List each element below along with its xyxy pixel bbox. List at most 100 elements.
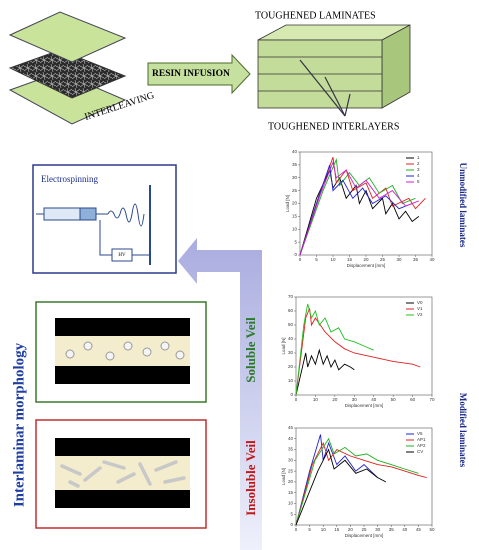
y-tick-label: 60	[288, 308, 294, 313]
y-tick-label: 25	[288, 468, 294, 473]
y-tick-label: 0	[290, 522, 293, 527]
unmodified-label: Unmodified laminates	[458, 163, 468, 248]
y-tick-label: 30	[288, 458, 294, 463]
x-tick-label: 20	[332, 397, 338, 402]
process-label: RESIN INFUSION	[152, 69, 230, 79]
x-tick-label: 40	[371, 397, 377, 402]
y-axis-label: Load [N]	[281, 468, 286, 485]
laminate-label: TOUGHENED LAMINATES	[255, 10, 376, 21]
insoluble-label: Insoluble Veil	[243, 440, 258, 516]
y-tick-label: 50	[288, 322, 294, 327]
x-tick-label: 10	[330, 257, 336, 262]
morphology-title: Interlaminar morphology	[11, 342, 27, 507]
y-tick-label: 10	[288, 378, 294, 383]
y-tick-label: 30	[292, 175, 298, 180]
legend-label: 2	[417, 161, 420, 166]
y-tick-label: 35	[288, 447, 294, 452]
legend-label: AP2	[417, 443, 426, 448]
data-line	[299, 164, 413, 256]
y-tick-label: 5	[294, 239, 297, 244]
legend-label: 1	[417, 155, 420, 160]
x-tick-label: 35	[413, 257, 419, 262]
x-tick-label: 30	[352, 397, 358, 402]
x-tick-label: 0	[295, 397, 298, 402]
legend-label: V1	[417, 306, 423, 311]
x-tick-label: 50	[391, 397, 397, 402]
data-line	[295, 448, 387, 526]
layup-sheets	[8, 11, 127, 125]
plot-frame	[295, 427, 433, 526]
x-tick-label: 30	[375, 527, 381, 532]
y-tick-label: 40	[288, 436, 294, 441]
y-tick-label: 20	[292, 201, 298, 206]
x-tick-label: 15	[334, 527, 340, 532]
legend-label: AP1	[417, 437, 426, 442]
data-line	[295, 434, 378, 526]
interlayer-label: TOUGHENED INTERLAYERS	[268, 121, 399, 132]
modified-label: Modified laminates	[458, 393, 468, 468]
x-tick-label: 40	[402, 527, 408, 532]
x-tick-label: 60	[410, 397, 416, 402]
data-line	[295, 348, 355, 396]
y-axis-label: Load [N]	[285, 195, 290, 212]
process-arrow	[147, 53, 251, 95]
y-tick-label: 10	[292, 226, 298, 231]
data-line	[295, 308, 421, 396]
x-tick-label: 20	[348, 527, 354, 532]
x-axis-label: Displacement [mm]	[347, 263, 386, 268]
legend-label: V5	[417, 431, 423, 436]
y-tick-label: 25	[292, 188, 298, 193]
data-line	[299, 160, 419, 256]
x-axis-label: Displacement [mm]	[345, 403, 384, 408]
legend-label: 3	[417, 167, 420, 172]
flow-arrow	[178, 238, 262, 550]
soluble-morphology	[35, 301, 207, 403]
y-tick-label: 20	[288, 479, 294, 484]
x-tick-label: 10	[321, 527, 327, 532]
y-tick-label: 30	[288, 350, 294, 355]
y-tick-label: 0	[290, 392, 293, 397]
y-tick-label: 40	[292, 149, 298, 154]
y-tick-label: 15	[292, 214, 298, 219]
x-tick-label: 0	[299, 257, 302, 262]
x-tick-label: 40	[429, 257, 435, 262]
electrospinning-setup	[36, 185, 151, 265]
y-tick-label: 70	[288, 294, 294, 299]
soluble-label: Soluble Veil	[243, 317, 258, 383]
x-tick-label: 0	[295, 527, 298, 532]
x-tick-label: 50	[429, 527, 435, 532]
x-tick-label: 5	[315, 257, 318, 262]
x-tick-label: 10	[313, 397, 319, 402]
data-line	[295, 303, 374, 396]
x-tick-label: 25	[380, 257, 386, 262]
y-tick-label: 40	[288, 336, 294, 341]
y-tick-label: 20	[288, 364, 294, 369]
y-tick-label: 35	[292, 162, 298, 167]
y-tick-label: 15	[288, 490, 294, 495]
legend-label: 5	[417, 179, 420, 184]
x-tick-label: 45	[416, 527, 422, 532]
electrospinning-title: Electrospinning	[41, 174, 98, 184]
x-tick-label: 30	[396, 257, 402, 262]
legend-label: CV	[417, 449, 423, 454]
y-tick-label: 10	[288, 501, 294, 506]
x-tick-label: 25	[361, 527, 367, 532]
interlayer-pointers	[299, 59, 351, 117]
y-tick-label: 0	[294, 252, 297, 257]
x-tick-label: 35	[389, 527, 395, 532]
x-axis-label: Displacement [mm]	[345, 533, 384, 538]
x-tick-label: 20	[363, 257, 369, 262]
legend-label: 4	[417, 173, 420, 178]
legend-label: V2	[417, 312, 423, 317]
power-label: HV	[118, 253, 126, 258]
legend-label: V0	[417, 300, 423, 305]
laminate-block	[257, 24, 411, 109]
y-tick-label: 5	[290, 511, 293, 516]
x-tick-label: 70	[429, 397, 435, 402]
insoluble-morphology	[35, 419, 207, 529]
x-tick-label: 5	[308, 527, 311, 532]
y-tick-label: 45	[288, 425, 294, 430]
data-line	[295, 437, 419, 526]
y-axis-label: Load [N]	[281, 337, 286, 354]
